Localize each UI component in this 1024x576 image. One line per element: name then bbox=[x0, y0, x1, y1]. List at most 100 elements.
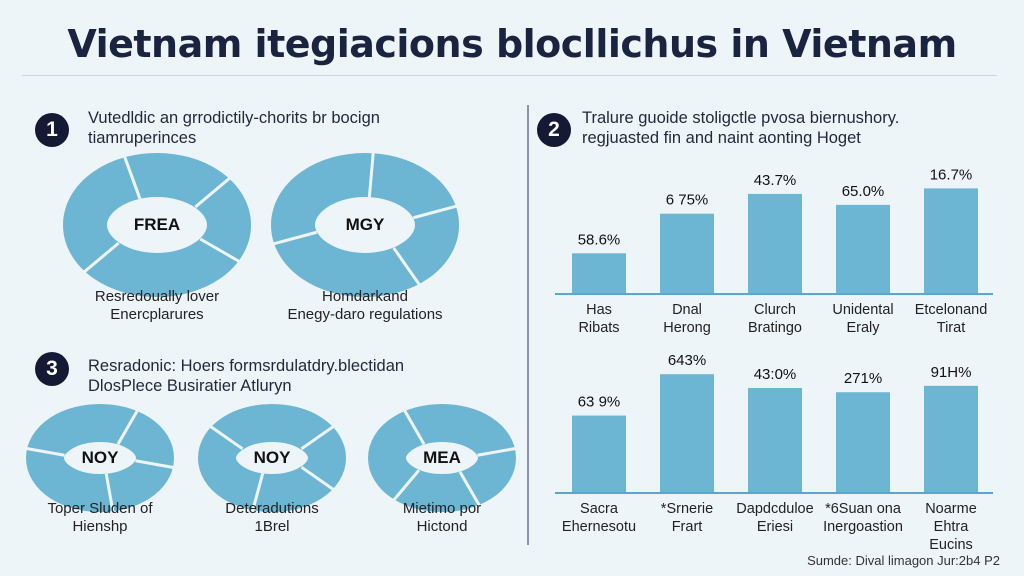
category-label: Sacra bbox=[580, 501, 619, 517]
donut-gap bbox=[82, 241, 120, 274]
donut-gap bbox=[412, 204, 459, 220]
title-divider bbox=[22, 75, 997, 76]
donut-gap bbox=[391, 469, 421, 502]
donut-label: NOY bbox=[81, 448, 119, 467]
donut-chart bbox=[271, 151, 459, 297]
category-label: Ehtra bbox=[934, 519, 970, 535]
category-label: Etcelonand bbox=[915, 302, 988, 318]
donut-chart bbox=[368, 404, 518, 512]
bar-data-label: 58.6% bbox=[578, 231, 621, 248]
donut-gap bbox=[116, 408, 140, 445]
donut-gap bbox=[392, 247, 422, 287]
bar-data-label: 65.0% bbox=[842, 183, 885, 200]
category-label: Ribats bbox=[578, 320, 619, 336]
donut-gap bbox=[477, 446, 518, 457]
heading-line: Tralure guoide stoligctle pvosa biernush… bbox=[582, 109, 900, 127]
bar-data-label: 643% bbox=[668, 352, 706, 369]
bar bbox=[660, 213, 714, 294]
donut-ring bbox=[63, 153, 251, 297]
caption-line: Resredoually lover bbox=[94, 288, 220, 305]
category-label: Unidental bbox=[832, 302, 893, 318]
bar bbox=[924, 188, 978, 294]
donut-gap bbox=[250, 473, 265, 513]
donut-gap bbox=[104, 473, 115, 514]
bar-data-label: 6 75% bbox=[666, 192, 709, 209]
heading-line: Resradonic: Hoers formsrdulatdry.blectid… bbox=[88, 357, 405, 375]
donut-gap bbox=[199, 237, 241, 264]
section2-heading: Tralure guoide stoligctle pvosa biernush… bbox=[582, 108, 899, 148]
donut-gap bbox=[300, 424, 336, 451]
heading-line: Vutedldic an grrodictily-chorits br boci… bbox=[88, 109, 380, 127]
donut-gap bbox=[194, 176, 232, 209]
donut-chart bbox=[24, 404, 176, 514]
bar bbox=[572, 415, 626, 493]
donut-label: MGY bbox=[345, 215, 385, 234]
category-label: Eucins bbox=[929, 537, 973, 553]
bar bbox=[924, 385, 978, 493]
caption-line: 1Brel bbox=[254, 518, 290, 535]
category-label: *6Suan ona bbox=[825, 501, 902, 517]
donut-gap bbox=[271, 230, 318, 246]
caption-line: Mietimo por bbox=[402, 500, 482, 517]
donut-label: MEA bbox=[423, 448, 461, 467]
donut-ring bbox=[271, 153, 459, 297]
bar-data-label: 91H% bbox=[931, 364, 972, 381]
category-label: Frart bbox=[672, 519, 703, 535]
donut-label: NOY bbox=[253, 448, 291, 467]
bar-charts: 58.6% Has Ribats 6 75% Dnal Herong 43.7% Clurch… bbox=[555, 166, 993, 553]
bar bbox=[748, 387, 802, 493]
donut-caption: Toper Sluden of Hienshp bbox=[0, 500, 200, 536]
step-number-3: 3 bbox=[35, 352, 69, 386]
bar-data-label: 271% bbox=[844, 370, 882, 387]
caption-line: Toper Sluden of bbox=[47, 500, 153, 517]
bar bbox=[836, 204, 890, 294]
source-note: Sumde: Dival limagon Jur:2b4 P2 bbox=[807, 553, 1000, 568]
section3-heading: Resradonic: Hoers formsrdulatdry.blectid… bbox=[88, 356, 404, 396]
category-label: Noarme bbox=[925, 501, 977, 517]
donut-chart bbox=[63, 153, 251, 297]
donut-chart bbox=[198, 404, 346, 513]
category-label: Bratingo bbox=[748, 320, 802, 336]
heading-line: DlosPlece Busiratier Atluryn bbox=[88, 377, 292, 395]
donut-ring bbox=[198, 404, 346, 512]
donut-caption: Mietimo por Hictond bbox=[342, 500, 542, 536]
bar-data-label: 43.7% bbox=[754, 172, 797, 189]
category-label: Dapdcduloe bbox=[736, 501, 813, 517]
bar bbox=[660, 374, 714, 493]
step-number-1: 1 bbox=[35, 113, 69, 147]
bar-chart-2: 63 9% Sacra Ehernesotu 643% *Srnerie Frart 43:… bbox=[555, 352, 993, 553]
category-label: Eraly bbox=[846, 320, 880, 336]
donut-caption: Deteradutions 1Brel bbox=[172, 500, 372, 536]
bar-data-label: 63 9% bbox=[578, 394, 621, 411]
category-label: Eriesi bbox=[757, 519, 793, 535]
bar-chart-1: 58.6% Has Ribats 6 75% Dnal Herong 43.7% Clurch… bbox=[555, 166, 993, 336]
donut-caption: Resredoually lover Enercplarures bbox=[57, 288, 257, 324]
category-label: Has bbox=[586, 302, 612, 318]
caption-line: Homdarkand bbox=[322, 288, 408, 305]
category-label: *Srnerie bbox=[661, 501, 713, 517]
donut-gap bbox=[135, 459, 176, 470]
bar-data-label: 16.7% bbox=[930, 166, 973, 183]
bar bbox=[572, 253, 626, 294]
donut-gap bbox=[122, 154, 142, 200]
donut-gap bbox=[458, 471, 482, 508]
column-divider bbox=[527, 105, 529, 545]
bar bbox=[836, 392, 890, 493]
donut-gap bbox=[367, 151, 375, 198]
bar-data-label: 43:0% bbox=[754, 366, 797, 383]
donut-caption: Homdarkand Enegy-daro regulations bbox=[265, 288, 465, 324]
bar bbox=[748, 193, 802, 294]
category-label: Tirat bbox=[937, 320, 965, 336]
caption-line: Hienshp bbox=[72, 518, 128, 535]
donut-gap bbox=[300, 465, 336, 492]
category-label: Clurch bbox=[754, 302, 796, 318]
donut-gap bbox=[208, 424, 244, 451]
section1-heading: Vutedldic an grrodictily-chorits br boci… bbox=[88, 108, 380, 148]
category-label: Ehernesotu bbox=[562, 519, 636, 535]
category-label: Inergoastion bbox=[823, 519, 903, 535]
page-title: Vietnam itegiacions blocllichus in Vietn… bbox=[67, 22, 957, 66]
donut-graphics bbox=[24, 151, 518, 514]
heading-line: regjuasted fin and naint aonting Hoget bbox=[582, 129, 861, 147]
donut-label: FREA bbox=[133, 215, 181, 234]
category-label: Dnal bbox=[672, 302, 702, 318]
